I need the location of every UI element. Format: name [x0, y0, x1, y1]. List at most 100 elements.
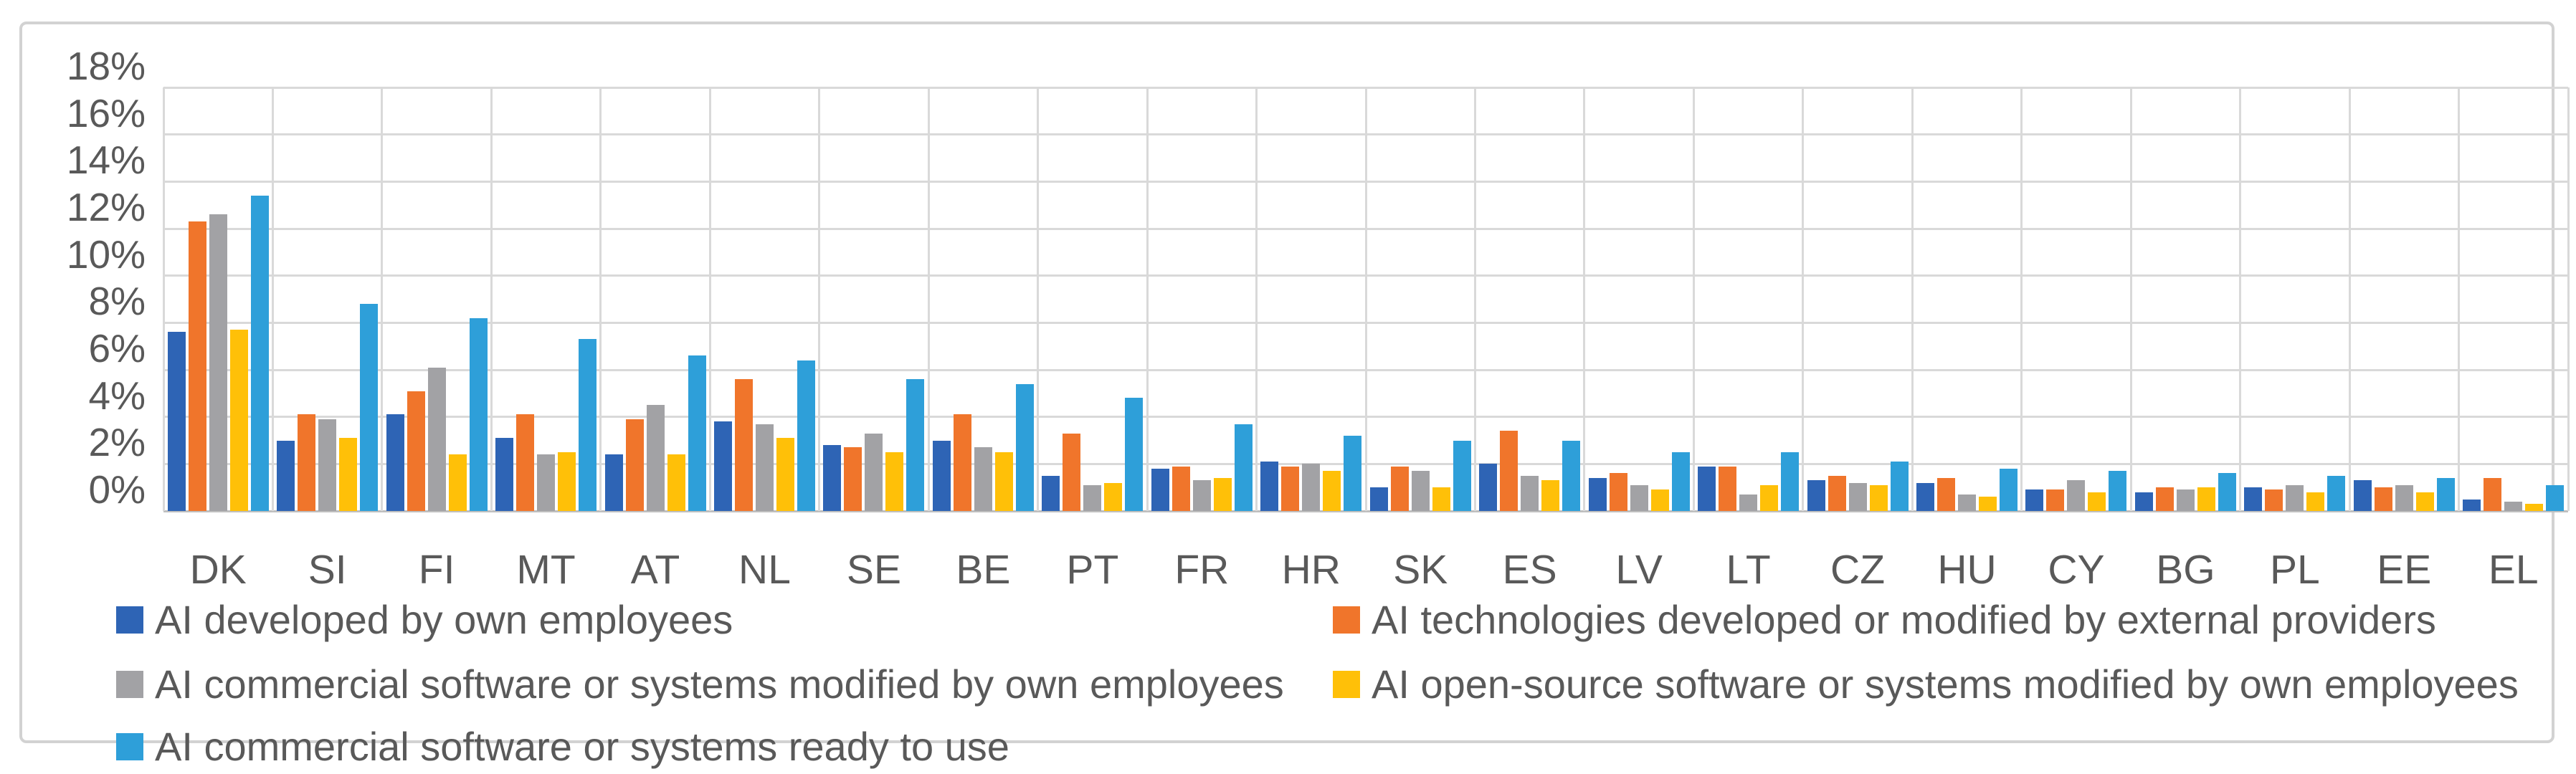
y-tick-label: 4%: [88, 373, 146, 418]
legend-swatch-icon: [116, 732, 143, 760]
bar-HU-ai-open-source-software-or-systems-modified-by-own-employees: [1978, 497, 1997, 511]
bar-CY-ai-technologies-developed-or-modified-by-external-providers: [2046, 489, 2065, 511]
bar-SE-ai-open-source-software-or-systems-modified-by-own-employees: [885, 452, 904, 511]
bar-SK-ai-commercial-software-or-systems-modified-by-own-employees: [1411, 471, 1430, 511]
bar-BG-ai-technologies-developed-or-modified-by-external-providers: [2155, 487, 2174, 511]
bar-SK-ai-commercial-software-or-systems-ready-to-use: [1453, 440, 1471, 511]
bar-CZ-ai-open-source-software-or-systems-modified-by-own-employees: [1869, 484, 1888, 511]
bar-group-PT: [1038, 87, 1147, 511]
plot-area: [162, 86, 2570, 512]
bar-BG-ai-open-source-software-or-systems-modified-by-own-employees: [2197, 487, 2215, 511]
gridline-vertical: [2020, 87, 2023, 511]
bar-BE-ai-commercial-software-or-systems-modified-by-own-employees: [974, 447, 992, 511]
bar-EE-ai-technologies-developed-or-modified-by-external-providers: [2374, 487, 2392, 511]
bar-AT-ai-developed-by-own-employees: [604, 454, 623, 511]
bar-FI-ai-commercial-software-or-systems-ready-to-use: [469, 317, 488, 511]
x-tick-label-FI: FI: [418, 547, 455, 593]
legend-swatch-icon: [116, 670, 143, 698]
legend-label: AI open-source software or systems modif…: [1372, 661, 2519, 707]
y-tick-label: 12%: [66, 185, 146, 229]
bar-FR-ai-open-source-software-or-systems-modified-by-own-employees: [1213, 478, 1232, 511]
gridline-vertical: [1255, 87, 1258, 511]
bar-HU-ai-developed-by-own-employees: [1916, 482, 1934, 511]
bar-CZ-ai-commercial-software-or-systems-ready-to-use: [1890, 462, 1909, 511]
bar-CY-ai-commercial-software-or-systems-ready-to-use: [2109, 471, 2127, 511]
bar-group-AT: [601, 87, 710, 511]
bar-PL-ai-open-source-software-or-systems-modified-by-own-employees: [2306, 492, 2325, 511]
bar-LV-ai-commercial-software-or-systems-ready-to-use: [1671, 452, 1690, 511]
y-tick-label: 10%: [66, 231, 146, 277]
x-tick-label-CY: CY: [2048, 547, 2105, 593]
bar-group-SK: [1366, 87, 1475, 511]
bar-LV-ai-open-source-software-or-systems-modified-by-own-employees: [1650, 489, 1669, 511]
bar-group-CY: [2022, 87, 2131, 511]
y-tick-label: 8%: [88, 279, 146, 324]
bar-HU-ai-commercial-software-or-systems-ready-to-use: [1999, 468, 2017, 511]
gridline-vertical: [818, 87, 821, 511]
bar-HU-ai-commercial-software-or-systems-modified-by-own-employees: [1957, 494, 1976, 511]
y-tick-label: 2%: [88, 420, 146, 465]
bar-NL-ai-open-source-software-or-systems-modified-by-own-employees: [776, 438, 794, 511]
legend-item: AI commercial software or systems modifi…: [116, 661, 1284, 707]
bar-group-EE: [2349, 87, 2458, 511]
x-tick-label-BG: BG: [2156, 547, 2215, 593]
bar-EL-ai-open-source-software-or-systems-modified-by-own-employees: [2525, 504, 2544, 511]
gridline-vertical: [2567, 87, 2570, 511]
gridline-vertical: [2348, 87, 2351, 511]
bar-LT-ai-developed-by-own-employees: [1698, 466, 1716, 511]
bar-SI-ai-technologies-developed-or-modified-by-external-providers: [298, 414, 316, 511]
x-tick-label-EE: EE: [2377, 547, 2432, 593]
bar-group-BE: [928, 87, 1037, 511]
bar-BE-ai-commercial-software-or-systems-ready-to-use: [1015, 383, 1034, 511]
bar-group-EL: [2459, 87, 2568, 511]
bar-SK-ai-developed-by-own-employees: [1369, 487, 1388, 511]
x-tick-label-PL: PL: [2269, 547, 2320, 593]
x-tick-label-NL: NL: [738, 547, 791, 593]
gridline-vertical: [1802, 87, 1805, 511]
bar-group-CZ: [1803, 87, 1912, 511]
bar-CY-ai-commercial-software-or-systems-modified-by-own-employees: [2067, 480, 2086, 511]
bar-EE-ai-commercial-software-or-systems-modified-by-own-employees: [2395, 484, 2413, 511]
bar-group-SE: [819, 87, 928, 511]
bar-SI-ai-commercial-software-or-systems-ready-to-use: [360, 304, 379, 511]
gridline-vertical: [490, 87, 493, 511]
bar-group-MT: [491, 87, 600, 511]
bar-NL-ai-commercial-software-or-systems-modified-by-own-employees: [755, 424, 774, 511]
bar-EL-ai-developed-by-own-employees: [2463, 499, 2481, 511]
bar-CY-ai-open-source-software-or-systems-modified-by-own-employees: [2088, 492, 2106, 511]
gridline-vertical: [2458, 87, 2461, 511]
bar-LV-ai-developed-by-own-employees: [1588, 478, 1607, 511]
bar-EL-ai-technologies-developed-or-modified-by-external-providers: [2484, 478, 2502, 511]
bar-PT-ai-open-source-software-or-systems-modified-by-own-employees: [1104, 482, 1123, 511]
bar-FI-ai-commercial-software-or-systems-modified-by-own-employees: [427, 367, 446, 511]
bar-CZ-ai-commercial-software-or-systems-modified-by-own-employees: [1848, 482, 1867, 511]
gridline-vertical: [1473, 87, 1476, 511]
bar-DK-ai-open-source-software-or-systems-modified-by-own-employees: [229, 330, 248, 511]
chart-frame: 18% 16% 14% 12% 10% 8% 6% 4% 2% 0% DK SI FI MT AT NL SE…: [19, 22, 2570, 769]
bar-MT-ai-open-source-software-or-systems-modified-by-own-employees: [558, 452, 576, 511]
x-tick-label-SE: SE: [846, 547, 901, 593]
bar-FI-ai-technologies-developed-or-modified-by-external-providers: [407, 391, 425, 511]
legend-swatch-icon: [116, 606, 143, 634]
bar-FI-ai-open-source-software-or-systems-modified-by-own-employees: [448, 454, 467, 511]
y-tick-label: 18%: [66, 44, 146, 88]
legend-swatch-icon: [1333, 670, 1360, 698]
bar-PL-ai-commercial-software-or-systems-ready-to-use: [2327, 475, 2346, 511]
bar-SK-ai-open-source-software-or-systems-modified-by-own-employees: [1432, 487, 1450, 511]
bar-HR-ai-commercial-software-or-systems-modified-by-own-employees: [1302, 464, 1321, 511]
bar-BG-ai-developed-by-own-employees: [2134, 492, 2153, 511]
bar-CZ-ai-technologies-developed-or-modified-by-external-providers: [1828, 475, 1846, 511]
bar-AT-ai-technologies-developed-or-modified-by-external-providers: [625, 419, 644, 511]
bar-group-PL: [2240, 87, 2349, 511]
y-tick-label: 6%: [88, 326, 146, 371]
bar-group-FR: [1147, 87, 1256, 511]
gridline-vertical: [708, 87, 711, 511]
bar-DK-ai-developed-by-own-employees: [167, 332, 186, 511]
bar-LV-ai-commercial-software-or-systems-modified-by-own-employees: [1630, 484, 1648, 511]
bar-group-BG: [2131, 87, 2240, 511]
gridline-vertical: [1692, 87, 1695, 511]
bar-HR-ai-commercial-software-or-systems-ready-to-use: [1344, 435, 1362, 511]
bar-EE-ai-commercial-software-or-systems-ready-to-use: [2436, 478, 2455, 511]
bar-SI-ai-open-source-software-or-systems-modified-by-own-employees: [339, 438, 358, 511]
